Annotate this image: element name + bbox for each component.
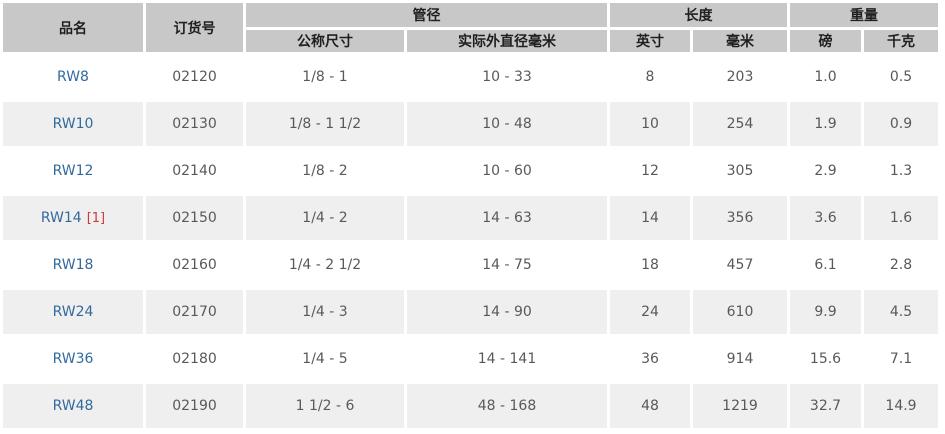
- length-inches-cell: 36: [610, 337, 690, 381]
- weight-kg-cell: 1.6: [864, 196, 938, 240]
- length-mm-cell: 305: [693, 149, 787, 193]
- product-cell: RW48: [3, 384, 143, 428]
- weight-lb-cell: 32.7: [790, 384, 861, 428]
- table-row: RW12 02140 1/8 - 2 10 - 60 12 305 2.9 1.…: [3, 149, 938, 193]
- header-group-row: 品名 订货号 管径 长度 重量: [3, 3, 938, 52]
- order-no-cell: 02130: [146, 102, 243, 146]
- length-inches-cell: 48: [610, 384, 690, 428]
- order-no-cell: 02180: [146, 337, 243, 381]
- product-link[interactable]: RW14: [40, 210, 82, 226]
- order-no-cell: 02170: [146, 290, 243, 334]
- length-inches-cell: 14: [610, 196, 690, 240]
- order-no-cell: 02150: [146, 196, 243, 240]
- weight-lb-cell: 2.9: [790, 149, 861, 193]
- product-cell: RW14 [1]: [3, 196, 143, 240]
- product-cell: RW8: [3, 55, 143, 99]
- nominal-size-cell: 1/4 - 2 1/2: [246, 243, 404, 287]
- weight-kg-cell: 0.5: [864, 55, 938, 99]
- nominal-size-cell: 1/4 - 5: [246, 337, 404, 381]
- length-inches-cell: 18: [610, 243, 690, 287]
- column-header-pipe-diameter-group: 管径: [246, 3, 607, 27]
- column-header-length-group: 长度: [610, 3, 787, 27]
- table-row: RW10 02130 1/8 - 1 1/2 10 - 48 10 254 1.…: [3, 102, 938, 146]
- nominal-size-cell: 1 1/2 - 6: [246, 384, 404, 428]
- length-mm-cell: 356: [693, 196, 787, 240]
- column-header-nominal-size: 公称尺寸: [246, 30, 404, 52]
- length-inches-cell: 24: [610, 290, 690, 334]
- product-cell: RW36: [3, 337, 143, 381]
- column-header-weight-lb: 磅: [790, 30, 861, 52]
- header-sub-row: 公称尺寸 实际外直径毫米 英寸 毫米 磅 千克: [3, 30, 938, 52]
- product-link[interactable]: RW24: [52, 304, 94, 320]
- product-link[interactable]: RW18: [52, 257, 94, 273]
- weight-lb-cell: 6.1: [790, 243, 861, 287]
- order-no-cell: 02120: [146, 55, 243, 99]
- product-link[interactable]: RW10: [52, 116, 94, 132]
- actual-od-cell: 14 - 75: [407, 243, 607, 287]
- product-cell: RW10: [3, 102, 143, 146]
- nominal-size-cell: 1/4 - 3: [246, 290, 404, 334]
- product-link[interactable]: RW12: [52, 163, 94, 179]
- column-header-length-inches: 英寸: [610, 30, 690, 52]
- column-header-product: 品名: [3, 3, 143, 52]
- actual-od-cell: 10 - 48: [407, 102, 607, 146]
- actual-od-cell: 14 - 63: [407, 196, 607, 240]
- product-link[interactable]: RW8: [57, 69, 89, 85]
- length-inches-cell: 10: [610, 102, 690, 146]
- nominal-size-cell: 1/8 - 2: [246, 149, 404, 193]
- length-mm-cell: 457: [693, 243, 787, 287]
- weight-kg-cell: 1.3: [864, 149, 938, 193]
- column-header-actual-od-mm: 实际外直径毫米: [407, 30, 607, 52]
- weight-lb-cell: 1.0: [790, 55, 861, 99]
- table-header: 品名 订货号 管径 长度 重量 公称尺寸 实际外直径毫米 英寸 毫米 磅 千克: [3, 3, 938, 52]
- product-cell: RW18: [3, 243, 143, 287]
- table-row: RW48 02190 1 1/2 - 6 48 - 168 48 1219 32…: [3, 384, 938, 428]
- product-link[interactable]: RW36: [52, 351, 94, 367]
- product-note-footnote[interactable]: [1]: [86, 211, 106, 226]
- actual-od-cell: 48 - 168: [407, 384, 607, 428]
- weight-lb-cell: 9.9: [790, 290, 861, 334]
- product-cell: RW24: [3, 290, 143, 334]
- table-row: RW8 02120 1/8 - 1 10 - 33 8 203 1.0 0.5: [3, 55, 938, 99]
- length-mm-cell: 254: [693, 102, 787, 146]
- weight-lb-cell: 15.6: [790, 337, 861, 381]
- column-header-weight-group: 重量: [790, 3, 938, 27]
- nominal-size-cell: 1/4 - 2: [246, 196, 404, 240]
- column-header-order-no: 订货号: [146, 3, 243, 52]
- weight-lb-cell: 3.6: [790, 196, 861, 240]
- length-mm-cell: 914: [693, 337, 787, 381]
- weight-kg-cell: 14.9: [864, 384, 938, 428]
- table-row: RW24 02170 1/4 - 3 14 - 90 24 610 9.9 4.…: [3, 290, 938, 334]
- weight-kg-cell: 4.5: [864, 290, 938, 334]
- length-mm-cell: 1219: [693, 384, 787, 428]
- length-mm-cell: 610: [693, 290, 787, 334]
- table-row: RW36 02180 1/4 - 5 14 - 141 36 914 15.6 …: [3, 337, 938, 381]
- order-no-cell: 02190: [146, 384, 243, 428]
- actual-od-cell: 14 - 141: [407, 337, 607, 381]
- product-cell: RW12: [3, 149, 143, 193]
- length-inches-cell: 12: [610, 149, 690, 193]
- weight-kg-cell: 2.8: [864, 243, 938, 287]
- weight-kg-cell: 0.9: [864, 102, 938, 146]
- order-no-cell: 02160: [146, 243, 243, 287]
- actual-od-cell: 10 - 33: [407, 55, 607, 99]
- table-body: RW8 02120 1/8 - 1 10 - 33 8 203 1.0 0.5 …: [3, 55, 938, 428]
- length-inches-cell: 8: [610, 55, 690, 99]
- table-row: RW14 [1] 02150 1/4 - 2 14 - 63 14 356 3.6…: [3, 196, 938, 240]
- order-no-cell: 02140: [146, 149, 243, 193]
- table-row: RW18 02160 1/4 - 2 1/2 14 - 75 18 457 6.…: [3, 243, 938, 287]
- nominal-size-cell: 1/8 - 1 1/2: [246, 102, 404, 146]
- nominal-size-cell: 1/8 - 1: [246, 55, 404, 99]
- actual-od-cell: 10 - 60: [407, 149, 607, 193]
- weight-kg-cell: 7.1: [864, 337, 938, 381]
- column-header-weight-kg: 千克: [864, 30, 938, 52]
- actual-od-cell: 14 - 90: [407, 290, 607, 334]
- product-link[interactable]: RW48: [52, 398, 94, 414]
- weight-lb-cell: 1.9: [790, 102, 861, 146]
- length-mm-cell: 203: [693, 55, 787, 99]
- column-header-length-mm: 毫米: [693, 30, 787, 52]
